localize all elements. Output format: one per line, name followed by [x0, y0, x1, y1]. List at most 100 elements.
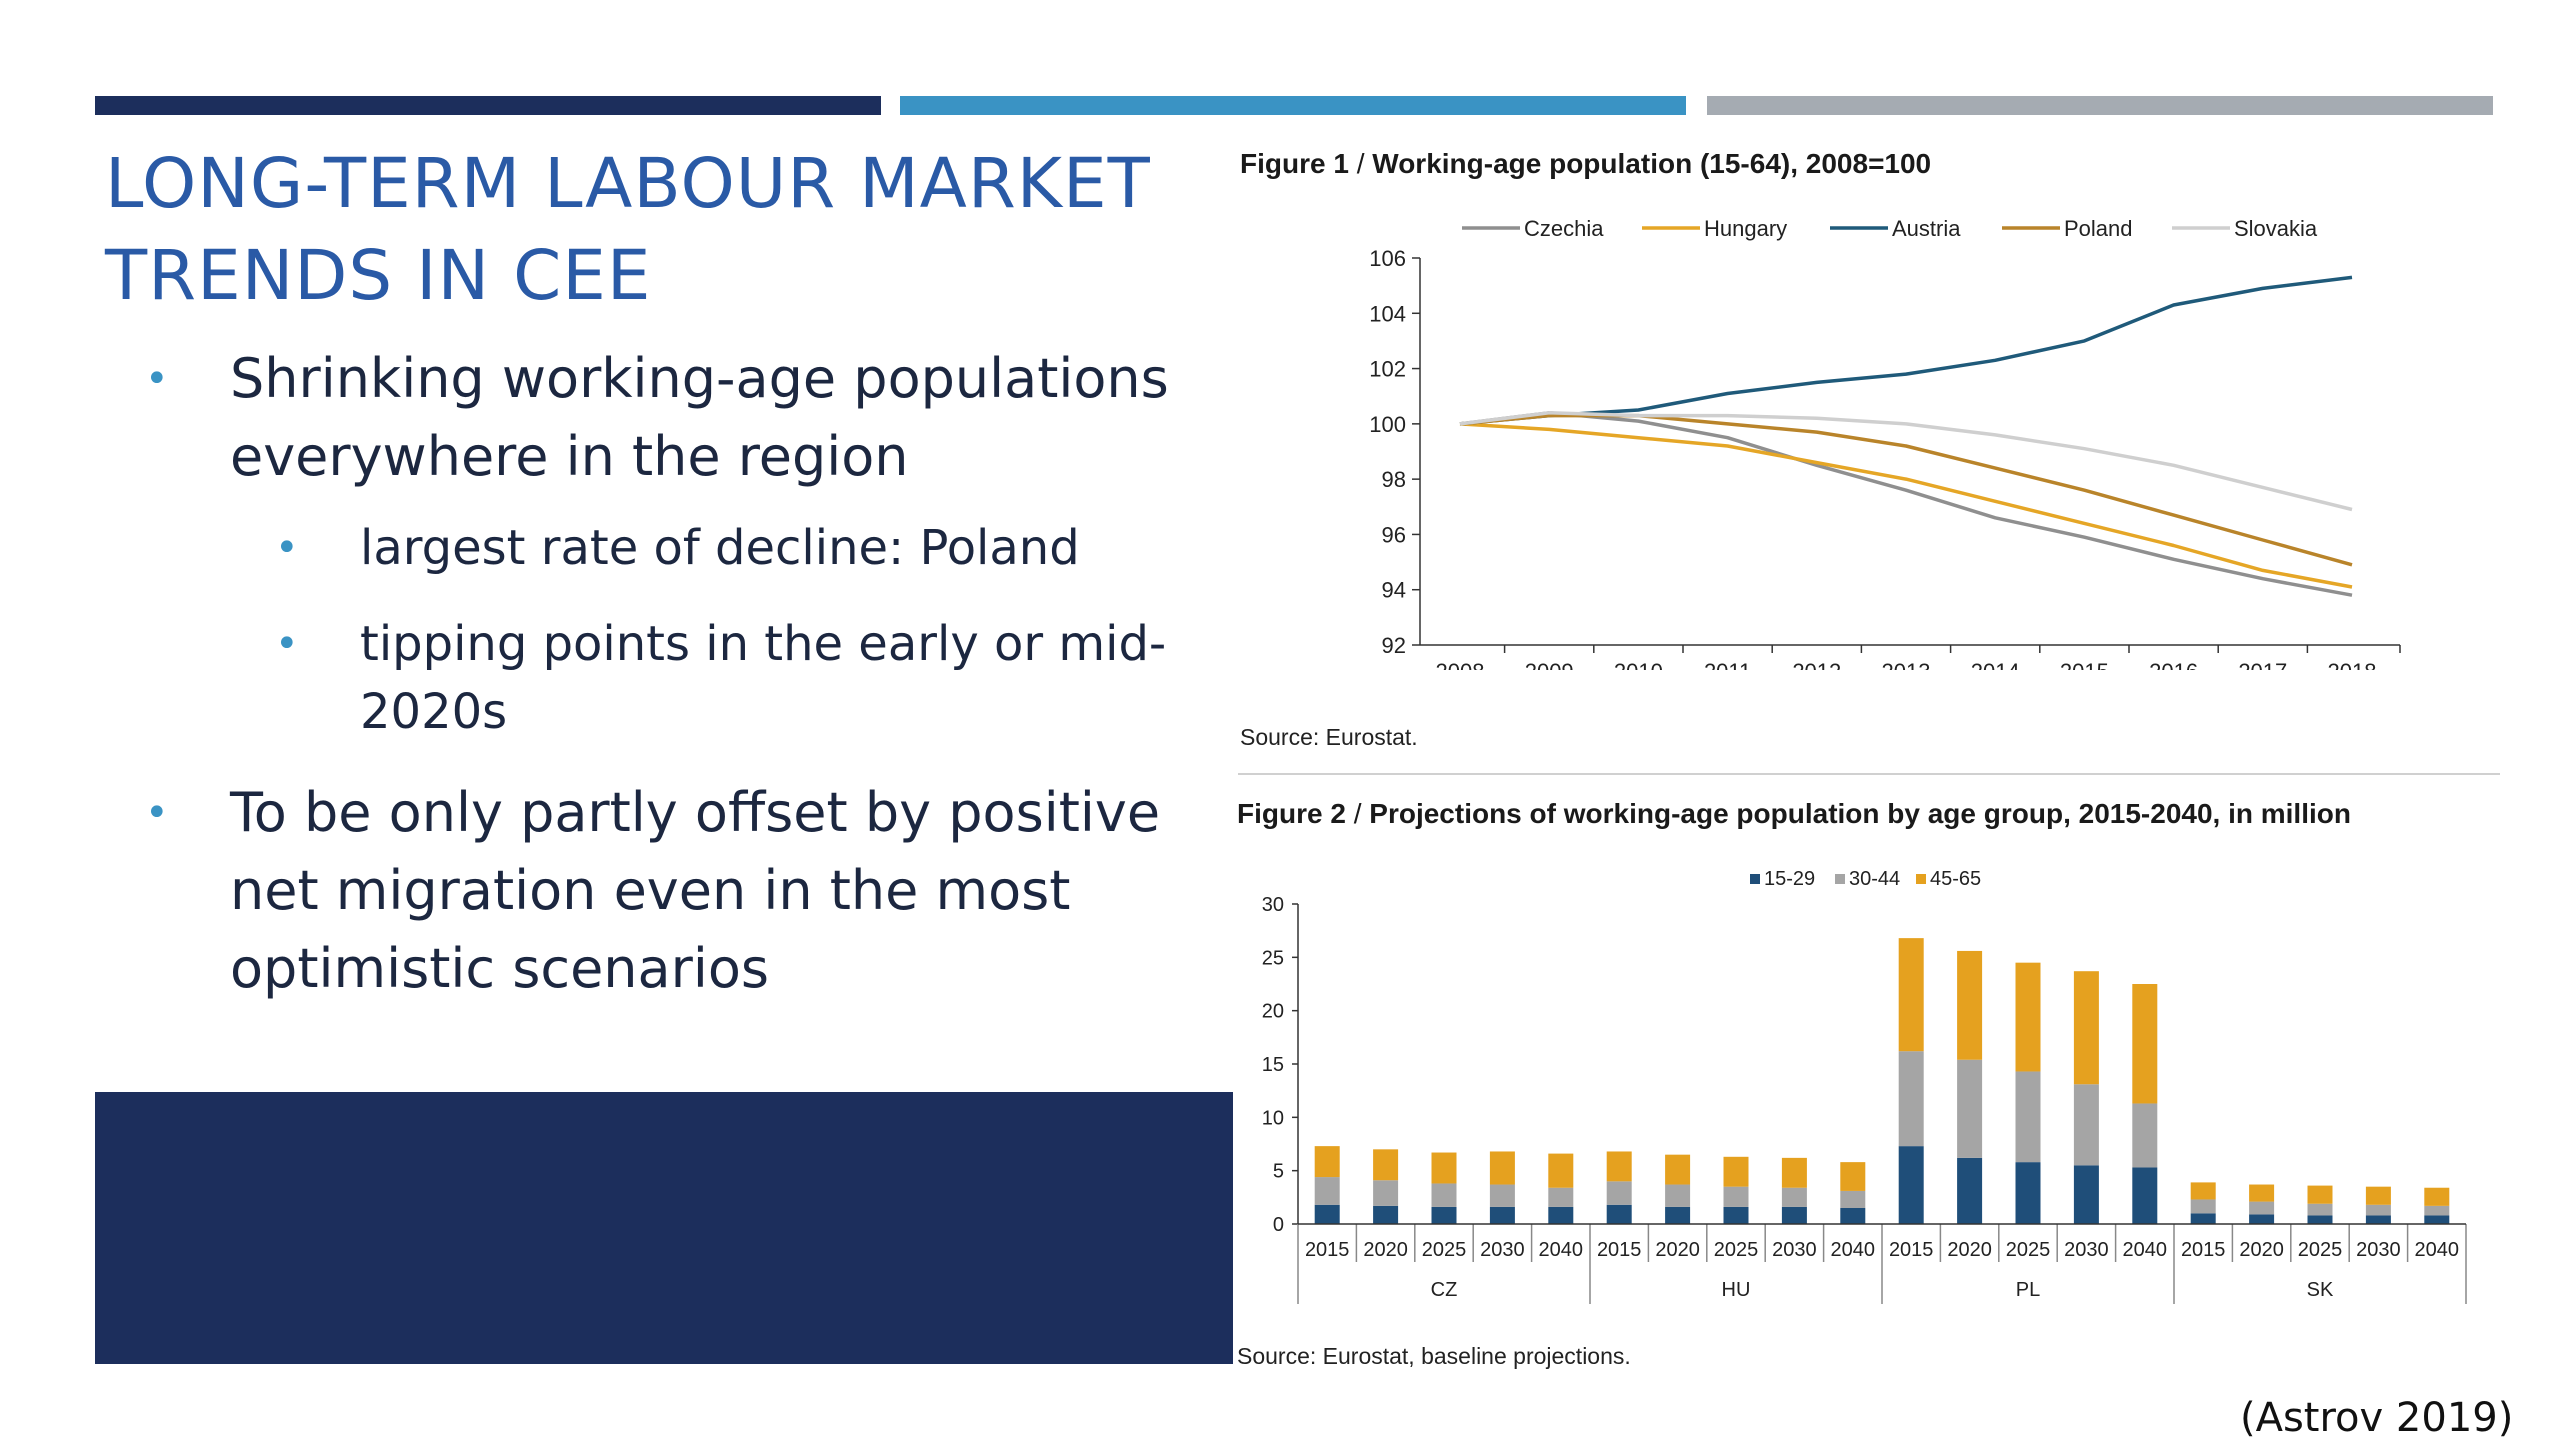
x-tick-label: 2040: [2123, 1239, 2168, 1261]
bullet-list: • Shrinking working-age populations ever…: [140, 340, 1190, 1026]
legend-label: 30-44: [1849, 868, 1900, 890]
x-tick-label: 2016: [2149, 659, 2198, 670]
x-tick-label: 2018: [2328, 659, 2377, 670]
x-tick-label: 2040: [1831, 1239, 1876, 1261]
bullet-item: • Shrinking working-age populations ever…: [140, 340, 1190, 496]
legend-swatch: [1916, 874, 1926, 884]
bar-segment-45-65: [2365, 1186, 2391, 1205]
legend-swatch: [1750, 874, 1760, 884]
bar-segment-30-44: [1606, 1181, 1632, 1205]
y-tick-label: 96: [1382, 522, 1406, 547]
legend-label: 15-29: [1764, 868, 1815, 890]
bar-segment-45-65: [1840, 1162, 1866, 1191]
bar-segment-45-65: [1548, 1153, 1574, 1188]
y-tick-label: 100: [1369, 412, 1406, 437]
bar-segment-45-65: [1781, 1157, 1807, 1188]
bar-segment-45-65: [2249, 1184, 2275, 1202]
bar-segment-45-65: [2015, 962, 2041, 1072]
bar-segment-45-65: [1373, 1149, 1399, 1181]
bullet-text: Shrinking working-age populations everyw…: [230, 347, 1169, 488]
sub-bullet-item: • tipping points in the early or mid-202…: [140, 610, 1190, 746]
x-tick-label: 2015: [1305, 1239, 1350, 1261]
bar-segment-15-29: [1314, 1204, 1340, 1224]
bar-segment-45-65: [1665, 1154, 1691, 1185]
bullet-dot-icon: •: [275, 525, 299, 571]
x-tick-label: 2020: [1655, 1239, 1700, 1261]
y-tick-label: 20: [1262, 1001, 1284, 1023]
bar-segment-30-44: [1723, 1186, 1749, 1207]
bar-segment-30-44: [1840, 1190, 1866, 1208]
x-tick-label: 2010: [1614, 659, 1663, 670]
bar-segment-45-65: [1314, 1146, 1340, 1178]
x-tick-label: 2030: [1772, 1239, 1817, 1261]
accent-bar-grey: [1707, 96, 2493, 115]
group-label: PL: [2016, 1279, 2040, 1301]
x-tick-label: 2014: [1971, 659, 2020, 670]
x-tick-label: 2020: [1947, 1239, 1992, 1261]
accent-bar-dark: [95, 96, 881, 115]
x-tick-label: 2013: [1882, 659, 1931, 670]
x-tick-label: 2025: [1422, 1239, 1467, 1261]
bar-segment-15-29: [1665, 1206, 1691, 1224]
series-line-austria: [1459, 275, 2353, 426]
bar-segment-45-65: [2190, 1182, 2216, 1200]
bar-segment-15-29: [2365, 1215, 2391, 1224]
x-tick-label: 2015: [2181, 1239, 2226, 1261]
y-tick-label: 30: [1262, 894, 1284, 916]
bar-segment-30-44: [1431, 1183, 1457, 1207]
series-line-hungary: [1459, 422, 2353, 589]
x-tick-label: 2020: [1363, 1239, 1408, 1261]
y-tick-label: 15: [1262, 1054, 1284, 1076]
bar-segment-45-65: [1898, 938, 1924, 1052]
y-tick-label: 94: [1382, 578, 1406, 603]
legend-label: Slovakia: [2234, 216, 2318, 241]
bar-segment-45-65: [1606, 1151, 1632, 1182]
figure-2-source: Source: Eurostat, baseline projections.: [1237, 1343, 1631, 1369]
x-tick-label: 2025: [1714, 1239, 1759, 1261]
x-tick-label: 2009: [1525, 659, 1574, 670]
x-tick-label: 2030: [2356, 1239, 2401, 1261]
figure-2-title: Figure 2 / Projections of working-age po…: [1237, 798, 2351, 829]
bar-segment-30-44: [1314, 1177, 1340, 1205]
x-tick-label: 2008: [1436, 659, 1485, 670]
series-line-slovakia: [1459, 411, 2353, 512]
group-label: HU: [1722, 1279, 1751, 1301]
x-tick-label: 2020: [2239, 1239, 2284, 1261]
x-tick-label: 2015: [1889, 1239, 1934, 1261]
bar-segment-15-29: [2190, 1213, 2216, 1224]
x-tick-label: 2030: [1480, 1239, 1525, 1261]
bar-segment-30-44: [1489, 1184, 1515, 1207]
x-tick-label: 2011: [1704, 659, 1751, 670]
bullet-text: To be only partly offset by positive net…: [230, 781, 1161, 1000]
bar-segment-15-29: [2424, 1215, 2450, 1224]
bar-segment-15-29: [1489, 1206, 1515, 1224]
bullet-dot-icon: •: [275, 621, 299, 667]
bar-segment-15-29: [1431, 1206, 1457, 1224]
x-tick-label: 2015: [2060, 659, 2109, 670]
line-chart: 92 94 96 98 100 102 104 106 2008 2009 2010 2011 2012…: [1369, 216, 2401, 670]
x-tick-label: 2025: [2298, 1239, 2343, 1261]
accent-bar-blue: [900, 96, 1686, 115]
bar-segment-15-29: [1898, 1146, 1924, 1224]
navy-decor-block: [95, 1092, 1233, 1364]
bar-segment-45-65: [1957, 950, 1983, 1060]
bar-segment-45-65: [1431, 1152, 1457, 1184]
y-tick-label: 5: [1273, 1161, 1284, 1183]
group-label: CZ: [1431, 1279, 1458, 1301]
bullet-dot-icon: •: [145, 790, 169, 836]
bar-segment-45-65: [2073, 971, 2099, 1085]
bar-segment-15-29: [2307, 1215, 2333, 1224]
bar-segment-15-29: [2015, 1162, 2041, 1224]
legend-label: Austria: [1892, 216, 1961, 241]
x-tick-label: 2030: [2064, 1239, 2109, 1261]
bar-segment-30-44: [1781, 1187, 1807, 1207]
bar-segment-15-29: [2073, 1165, 2099, 1224]
y-tick-label: 0: [1273, 1214, 1284, 1236]
bar-segment-30-44: [2190, 1199, 2216, 1214]
bar-segment-30-44: [2132, 1103, 2158, 1168]
bar-segment-15-29: [1957, 1157, 1983, 1224]
y-tick-label: 25: [1262, 947, 1284, 969]
legend-label: 45-65: [1930, 868, 1981, 890]
bullet-item: • To be only partly offset by positive n…: [140, 774, 1190, 1008]
bar-segment-15-29: [1840, 1208, 1866, 1224]
